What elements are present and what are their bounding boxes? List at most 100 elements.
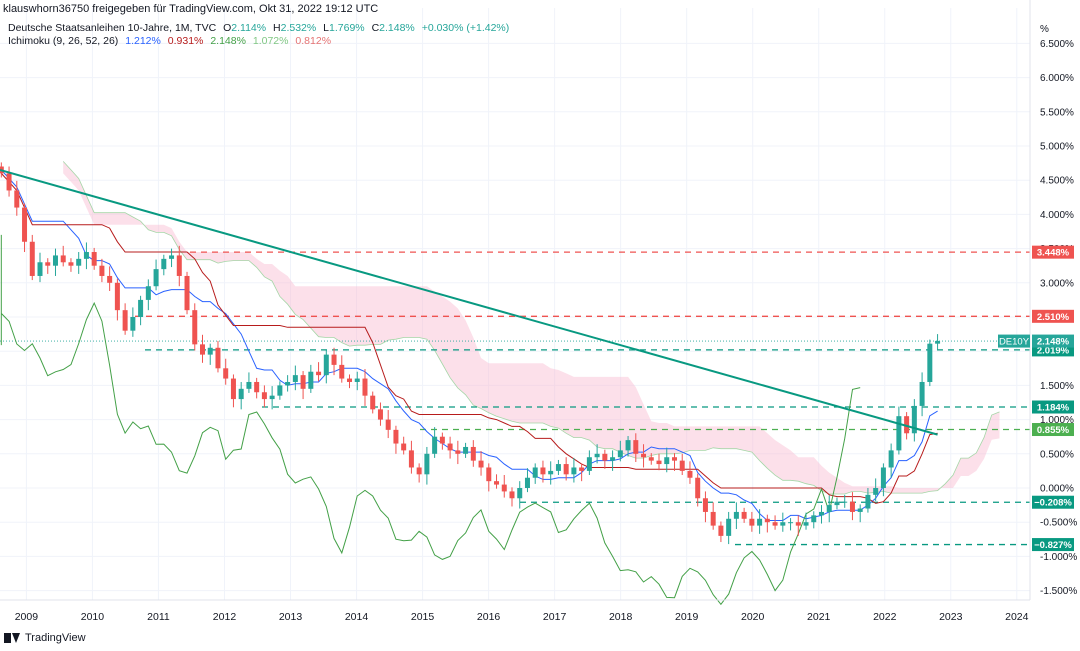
candle-down xyxy=(408,450,414,468)
level-label-bg xyxy=(1032,245,1074,259)
candle-down xyxy=(447,443,453,451)
candle-down xyxy=(300,375,306,389)
candle-up xyxy=(138,299,144,317)
candle-down xyxy=(656,460,662,465)
y-tick-label: 5.000% xyxy=(1040,142,1074,153)
candle-down xyxy=(29,241,35,276)
candle-down xyxy=(602,453,608,461)
candle-up xyxy=(571,467,577,475)
candle-up xyxy=(277,385,283,396)
candle-down xyxy=(199,344,205,355)
candle-up xyxy=(524,477,530,488)
candle-down xyxy=(563,464,569,475)
candle-up xyxy=(555,464,561,471)
candle-down xyxy=(702,498,708,512)
candle-up xyxy=(857,508,863,512)
ichimoku-leadA-value: 1.072% xyxy=(252,35,289,47)
candle-up xyxy=(780,522,786,526)
lagging-span xyxy=(0,234,861,606)
candle-up xyxy=(819,511,825,516)
ichimoku-cloud xyxy=(62,161,1000,495)
x-tick-label: 2011 xyxy=(147,611,170,623)
candle-up xyxy=(285,381,291,386)
x-tick-label: 2020 xyxy=(741,611,765,623)
candle-down xyxy=(6,173,12,191)
candle-down xyxy=(184,275,190,311)
grid-lines xyxy=(0,8,1030,600)
candle-up xyxy=(548,470,554,475)
candle-down xyxy=(671,457,677,461)
candle-down xyxy=(99,265,105,276)
level-label-bg xyxy=(1032,423,1074,437)
tradingview-logo-icon xyxy=(4,633,21,643)
candle-down xyxy=(648,457,654,461)
candle-up xyxy=(153,269,159,287)
symbol-tag: DE10Y xyxy=(999,337,1030,348)
price-label: 2.148% xyxy=(1037,337,1070,348)
candle-up xyxy=(873,488,879,495)
level-label: 0.855% xyxy=(1037,425,1070,436)
y-tick-label: 5.500% xyxy=(1040,107,1074,118)
candle-down xyxy=(362,378,368,396)
x-tick-label: 2016 xyxy=(477,611,501,623)
ichimoku-base-value: 0.931% xyxy=(167,35,204,47)
time-axis[interactable]: 2009 2010 2011 2012 2013 2014 2015 2016 2017 2018… xyxy=(15,611,1029,623)
candle-up xyxy=(919,381,925,406)
candle-up xyxy=(842,501,848,503)
level-label-bg xyxy=(1032,309,1074,323)
candle-down xyxy=(22,207,28,242)
x-tick-label: 2017 xyxy=(543,611,567,623)
candle-down xyxy=(370,395,376,410)
candle-down xyxy=(687,470,693,478)
ichimoku-lagging-value: 2.148% xyxy=(210,35,246,47)
candle-down xyxy=(540,467,546,475)
candle-up xyxy=(757,518,763,526)
candle-down xyxy=(416,467,422,475)
candle-up xyxy=(594,453,600,458)
horizontal-levels[interactable] xyxy=(0,251,1030,546)
candle-down xyxy=(579,467,585,471)
y-tick-label: -1.000% xyxy=(1040,552,1077,563)
level-label: 1.184% xyxy=(1037,403,1070,414)
candle-up xyxy=(826,505,832,512)
candle-up xyxy=(207,347,213,355)
candle-down xyxy=(710,511,716,526)
ichimoku-name[interactable]: Ichimoku (9, 26, 52, 26) xyxy=(8,35,119,47)
legend-h: H2.532% xyxy=(273,22,317,34)
candle-down xyxy=(439,436,445,444)
candle-up xyxy=(733,511,739,519)
candle-up xyxy=(888,450,894,468)
level-label: 2.510% xyxy=(1037,312,1070,323)
trendline-group[interactable] xyxy=(0,168,938,436)
y-tick-label: 6.500% xyxy=(1040,39,1074,50)
footer-brand[interactable]: TradingView xyxy=(4,632,86,644)
candle-down xyxy=(331,354,337,365)
legend-o: O2.114% xyxy=(223,22,267,34)
candle-down xyxy=(192,310,198,345)
candle-down xyxy=(718,525,724,536)
plot-area[interactable] xyxy=(0,0,1030,600)
candle-up xyxy=(664,457,670,465)
candle-up xyxy=(834,501,840,506)
level-label-bg xyxy=(1032,400,1074,414)
candle-down xyxy=(14,190,20,208)
candle-up xyxy=(726,518,732,536)
y-tick-label: 3.000% xyxy=(1040,278,1074,289)
candle-up xyxy=(911,405,917,434)
candle-down xyxy=(486,467,492,482)
candle-up xyxy=(865,494,871,509)
candle-down xyxy=(393,429,399,444)
x-tick-label: 2023 xyxy=(939,611,963,623)
legend-symbol[interactable]: Deutsche Staatsanleihen 10-Jahre, 1M, TV… xyxy=(8,22,217,34)
candle-up xyxy=(238,388,244,400)
conversion-line xyxy=(0,169,938,521)
candle-down xyxy=(45,262,51,266)
candle-up xyxy=(463,446,469,454)
candle-up xyxy=(896,416,902,451)
candle-up xyxy=(169,255,175,259)
candle-down xyxy=(401,443,407,451)
candle-up xyxy=(811,515,817,523)
candle-up xyxy=(269,395,275,400)
percent-unit: % xyxy=(1040,24,1049,35)
